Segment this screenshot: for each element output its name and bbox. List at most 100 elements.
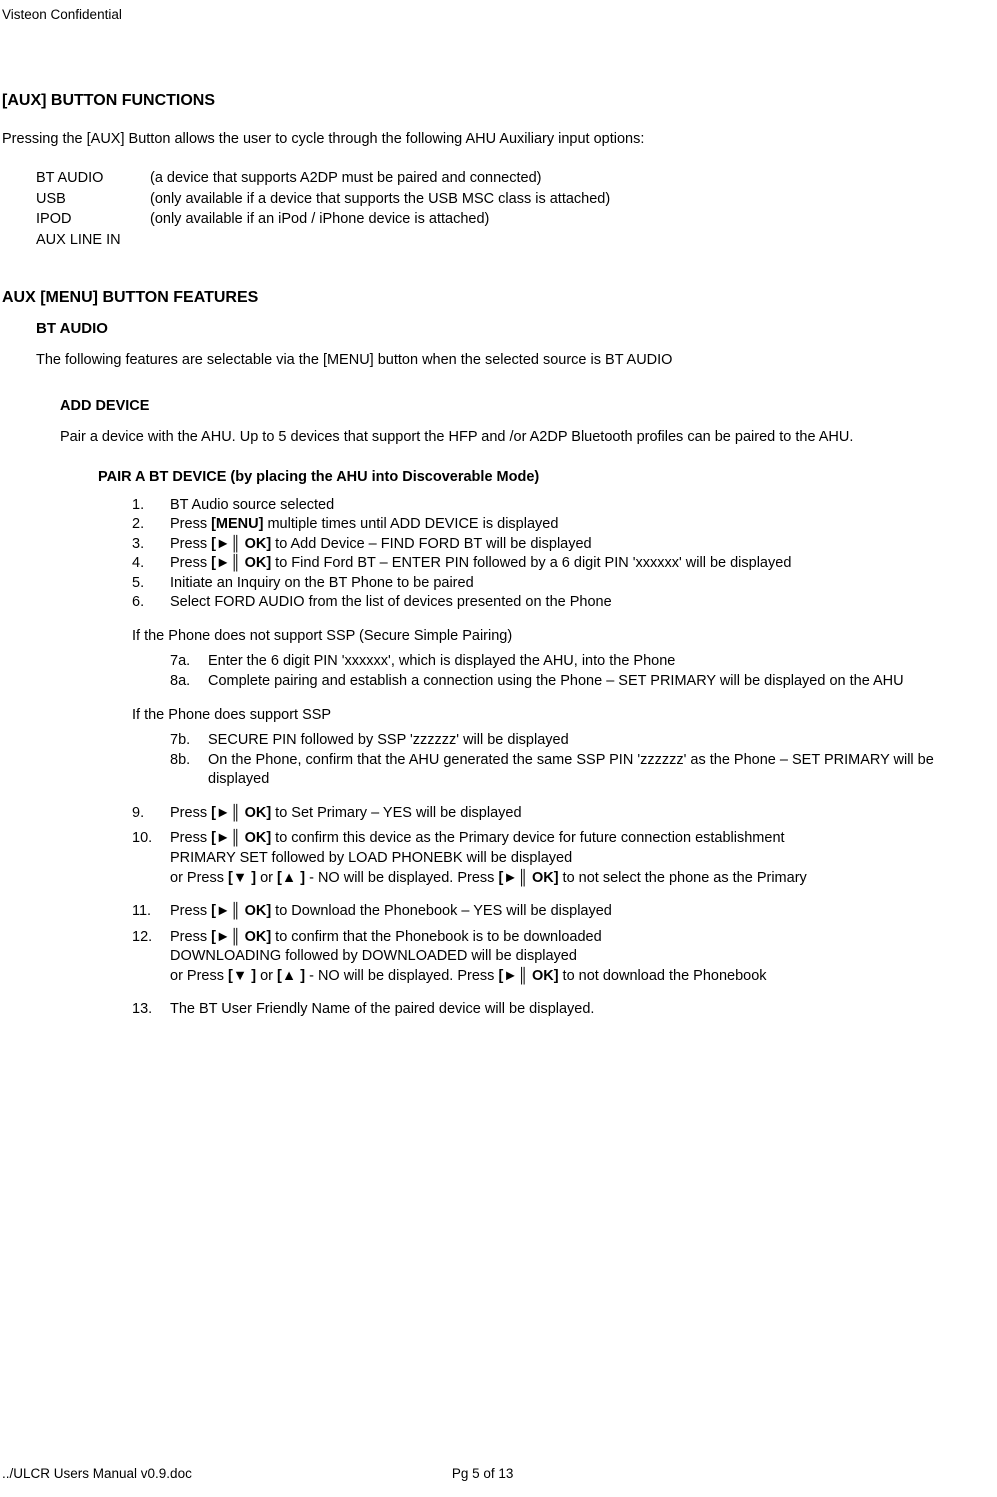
step-text: Press [►║ OK] to Download the Phonebook …	[170, 902, 989, 922]
opt-key: IPOD	[36, 210, 150, 231]
table-row: USB (only available if a device that sup…	[36, 190, 618, 211]
no-ssp-steps: 7a. Enter the 6 digit PIN 'xxxxxx', whic…	[170, 652, 989, 691]
step-text: The BT User Friendly Name of the paired …	[170, 1000, 989, 1020]
txt: PRIMARY SET followed by LOAD PHONEBK wil…	[170, 849, 989, 869]
bt-audio-intro: The following features are selectable vi…	[36, 351, 989, 371]
opt-desc	[150, 231, 618, 252]
steps-1-6: 1. BT Audio source selected 2. Press [ME…	[132, 496, 989, 613]
list-item: 3. Press [►║ OK] to Add Device – FIND FO…	[132, 535, 989, 555]
txt: Press	[170, 536, 211, 552]
step-text: Press [►║ OK] to Set Primary – YES will …	[170, 804, 989, 824]
txt: Press	[170, 555, 211, 571]
txt: to not select the phone as the Primary	[559, 870, 807, 886]
section-title-aux-functions: [AUX] BUTTON FUNCTIONS	[2, 90, 989, 112]
aux-intro: Pressing the [AUX] Button allows the use…	[2, 130, 989, 150]
no-ssp-label: If the Phone does not support SSP (Secur…	[132, 627, 989, 647]
key-label: [▲ ]	[277, 968, 305, 984]
opt-desc: (only available if a device that support…	[150, 190, 618, 211]
step-num: 8a.	[170, 672, 208, 692]
list-item: 1. BT Audio source selected	[132, 496, 989, 516]
txt: to Set Primary – YES will be displayed	[271, 805, 521, 821]
footer-page: Pg 5 of 13	[452, 1465, 514, 1483]
opt-key: BT AUDIO	[36, 169, 150, 190]
list-item: 2. Press [MENU] multiple times until ADD…	[132, 515, 989, 535]
key-label: [▼ ]	[228, 968, 256, 984]
txt: multiple times until ADD DEVICE is displ…	[263, 516, 558, 532]
step-text: Initiate an Inquiry on the BT Phone to b…	[170, 574, 989, 594]
step-text: Enter the 6 digit PIN 'xxxxxx', which is…	[208, 652, 989, 672]
list-item: 7b. SECURE PIN followed by SSP 'zzzzzz' …	[170, 731, 989, 751]
step-num: 8b.	[170, 751, 208, 790]
step-num: 1.	[132, 496, 170, 516]
list-item: 13. The BT User Friendly Name of the pai…	[132, 1000, 989, 1020]
txt: or	[256, 968, 277, 984]
key-label: [►║ OK]	[211, 555, 271, 571]
step-num: 7a.	[170, 652, 208, 672]
step-num: 11.	[132, 902, 170, 922]
txt: to confirm this device as the Primary de…	[271, 830, 784, 846]
step-text: BT Audio source selected	[170, 496, 989, 516]
step-text: Press [MENU] multiple times until ADD DE…	[170, 515, 989, 535]
add-device-intro: Pair a device with the AHU. Up to 5 devi…	[60, 428, 989, 448]
page: Visteon Confidential [AUX] BUTTON FUNCTI…	[0, 0, 997, 1497]
txt: Press	[170, 830, 211, 846]
list-item: 6. Select FORD AUDIO from the list of de…	[132, 593, 989, 613]
ssp-label: If the Phone does support SSP	[132, 706, 989, 726]
step-num: 6.	[132, 593, 170, 613]
section-title-menu-features: AUX [MENU] BUTTON FEATURES	[2, 287, 989, 309]
pair-title: PAIR A BT DEVICE (by placing the AHU int…	[98, 468, 989, 488]
txt: to Add Device – FIND FORD BT will be dis…	[271, 536, 591, 552]
opt-key: USB	[36, 190, 150, 211]
step-text: Select FORD AUDIO from the list of devic…	[170, 593, 989, 613]
key-label: [►║ OK]	[498, 968, 558, 984]
opt-desc: (a device that supports A2DP must be pai…	[150, 169, 618, 190]
key-label: [▼ ]	[228, 870, 256, 886]
txt: or	[256, 870, 277, 886]
list-item: 10. Press [►║ OK] to confirm this device…	[132, 829, 989, 888]
aux-options-table: BT AUDIO (a device that supports A2DP mu…	[36, 169, 618, 251]
list-item: 12. Press [►║ OK] to confirm that the Ph…	[132, 928, 989, 987]
opt-desc: (only available if an iPod / iPhone devi…	[150, 210, 618, 231]
key-label: [▲ ]	[277, 870, 305, 886]
step-num: 4.	[132, 554, 170, 574]
txt: Press	[170, 805, 211, 821]
list-item: 8b. On the Phone, confirm that the AHU g…	[170, 751, 989, 790]
txt: or Press	[170, 870, 228, 886]
txt: DOWNLOADING followed by DOWNLOADED will …	[170, 947, 989, 967]
bt-audio-title: BT AUDIO	[36, 319, 989, 339]
list-item: 8a. Complete pairing and establish a con…	[170, 672, 989, 692]
step-num: 10.	[132, 829, 170, 888]
txt: to Find Ford BT – ENTER PIN followed by …	[271, 555, 791, 571]
step-num: 7b.	[170, 731, 208, 751]
key-label: [►║ OK]	[211, 929, 271, 945]
key-label: [►║ OK]	[211, 805, 271, 821]
steps-9-13: 9. Press [►║ OK] to Set Primary – YES wi…	[132, 804, 989, 1020]
key-label: [►║ OK]	[211, 903, 271, 919]
txt: Press	[170, 516, 211, 532]
step-num: 13.	[132, 1000, 170, 1020]
txt: - NO will be displayed. Press	[305, 870, 498, 886]
list-item: 4. Press [►║ OK] to Find Ford BT – ENTER…	[132, 554, 989, 574]
key-label: [►║ OK]	[211, 536, 271, 552]
step-num: 3.	[132, 535, 170, 555]
txt: to not download the Phonebook	[559, 968, 767, 984]
opt-key: AUX LINE IN	[36, 231, 150, 252]
txt: Press	[170, 903, 211, 919]
txt: Press	[170, 929, 211, 945]
table-row: AUX LINE IN	[36, 231, 618, 252]
footer-path: ../ULCR Users Manual v0.9.doc	[2, 1465, 192, 1483]
content: [AUX] BUTTON FUNCTIONS Pressing the [AUX…	[2, 90, 989, 1020]
table-row: IPOD (only available if an iPod / iPhone…	[36, 210, 618, 231]
step-num: 5.	[132, 574, 170, 594]
ssp-steps: 7b. SECURE PIN followed by SSP 'zzzzzz' …	[170, 731, 989, 790]
key-label: [►║ OK]	[498, 870, 558, 886]
table-row: BT AUDIO (a device that supports A2DP mu…	[36, 169, 618, 190]
step-text: Press [►║ OK] to confirm that the Phoneb…	[170, 928, 989, 987]
step-num: 9.	[132, 804, 170, 824]
step-text: Press [►║ OK] to confirm this device as …	[170, 829, 989, 888]
step-text: Press [►║ OK] to Find Ford BT – ENTER PI…	[170, 554, 989, 574]
step-text: Press [►║ OK] to Add Device – FIND FORD …	[170, 535, 989, 555]
list-item: 9. Press [►║ OK] to Set Primary – YES wi…	[132, 804, 989, 824]
list-item: 7a. Enter the 6 digit PIN 'xxxxxx', whic…	[170, 652, 989, 672]
key-label: [MENU]	[211, 516, 263, 532]
